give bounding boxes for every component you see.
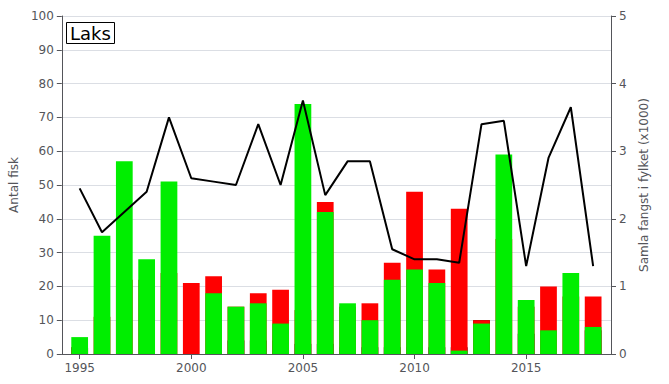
svg-text:70: 70 — [39, 110, 54, 124]
svg-text:0: 0 — [46, 347, 54, 361]
svg-text:30: 30 — [39, 246, 54, 260]
svg-text:1: 1 — [619, 279, 627, 293]
svg-text:10: 10 — [39, 313, 54, 327]
svg-text:1995: 1995 — [64, 361, 95, 375]
svg-text:Antal fisk: Antal fisk — [7, 157, 21, 213]
svg-text:2010: 2010 — [399, 361, 430, 375]
svg-text:0: 0 — [619, 347, 627, 361]
svg-text:Laks: Laks — [70, 23, 111, 44]
svg-text:2005: 2005 — [288, 361, 319, 375]
svg-text:90: 90 — [39, 43, 54, 57]
svg-text:2: 2 — [619, 212, 627, 226]
svg-text:80: 80 — [39, 77, 54, 91]
svg-text:100: 100 — [31, 9, 54, 23]
svg-text:2000: 2000 — [176, 361, 207, 375]
svg-text:40: 40 — [39, 212, 54, 226]
svg-text:5: 5 — [619, 9, 627, 23]
svg-text:3: 3 — [619, 144, 627, 158]
svg-text:2015: 2015 — [511, 361, 542, 375]
svg-text:20: 20 — [39, 279, 54, 293]
svg-text:50: 50 — [39, 178, 54, 192]
svg-text:4: 4 — [619, 77, 627, 91]
svg-text:Samla fangst i fylket (x1000): Samla fangst i fylket (x1000) — [637, 98, 651, 272]
svg-text:60: 60 — [39, 144, 54, 158]
